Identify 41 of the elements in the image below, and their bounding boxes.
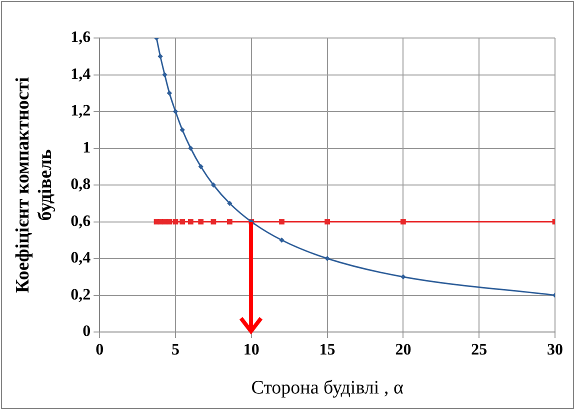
point — [227, 200, 232, 206]
point — [166, 219, 172, 224]
y-tick-label: 0,8 — [70, 176, 91, 194]
point — [188, 219, 194, 224]
point — [324, 256, 330, 262]
point — [188, 146, 194, 151]
point — [279, 238, 284, 243]
point — [172, 219, 178, 224]
y-axis-title: Коефіцієнт компактності будівель — [12, 77, 56, 293]
y-tick-label: 0,2 — [70, 286, 91, 304]
point — [210, 219, 216, 224]
point — [158, 54, 163, 59]
y-tick-label: 1 — [82, 139, 91, 156]
x-tick-label: 20 — [395, 342, 412, 359]
line-series — [154, 38, 555, 298]
y-tick-label: 1,2 — [70, 102, 91, 120]
point — [180, 127, 185, 132]
point — [210, 182, 216, 188]
x-tick-label: 0 — [96, 342, 104, 359]
point — [227, 219, 232, 224]
y-tick-label: 0,4 — [70, 250, 91, 267]
point — [166, 90, 172, 96]
point — [198, 164, 204, 170]
y-tick-label: 0,6 — [70, 212, 91, 230]
point — [400, 274, 406, 280]
x-tick-label: 30 — [547, 342, 563, 359]
x-tick-label: 10 — [243, 342, 260, 359]
y-tick-label: 1,4 — [70, 66, 91, 83]
point — [180, 219, 186, 224]
x-tick-label: 25 — [471, 342, 488, 359]
point — [198, 219, 204, 224]
x-tick-label: 5 — [172, 342, 180, 359]
point — [172, 108, 178, 114]
x-tick-label: 15 — [319, 342, 336, 359]
y-tick-label: 1,6 — [70, 29, 91, 46]
point — [162, 72, 168, 78]
point — [400, 219, 406, 224]
point — [324, 219, 330, 224]
y-tick-label: 0 — [82, 323, 91, 340]
x-axis-title: Сторона будівлі , α — [251, 378, 404, 399]
point — [279, 219, 284, 224]
